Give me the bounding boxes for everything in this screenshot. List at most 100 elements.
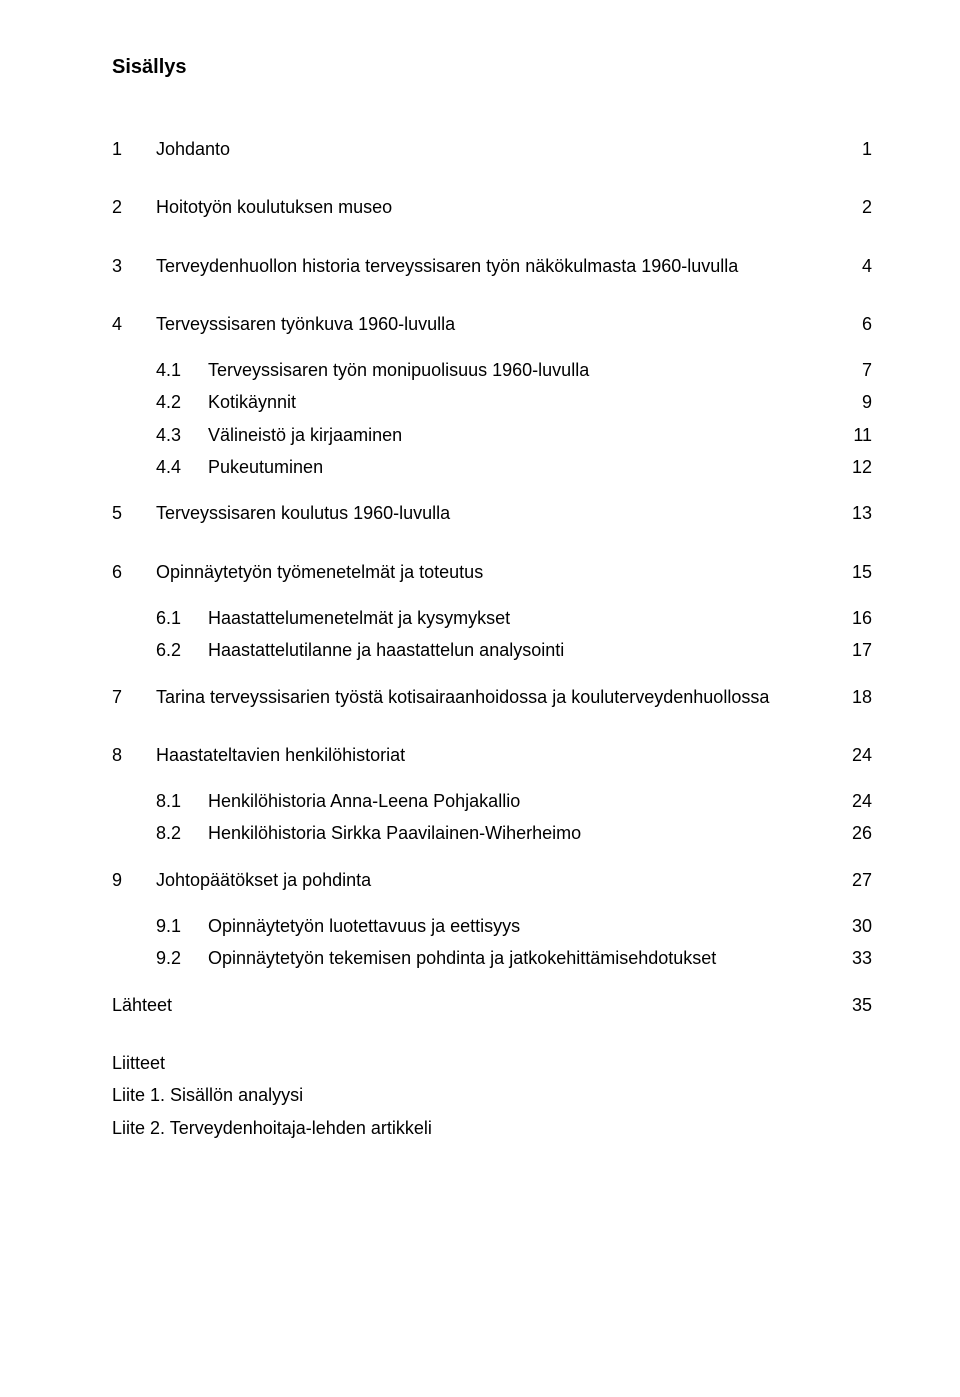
- spacer: [112, 534, 872, 560]
- entry-page: 13: [832, 501, 872, 525]
- toc-entry: 2Hoitotyön koulutuksen museo2: [112, 195, 872, 219]
- entry-text: Terveyssisaren työn monipuolisuus 1960-l…: [208, 358, 832, 382]
- entry-number: 8: [112, 743, 156, 767]
- entry-text: Pukeutuminen: [208, 455, 832, 479]
- spacer: [112, 228, 872, 254]
- entry-number: 8.1: [156, 789, 208, 813]
- entry-text: Liite 2. Terveydenhoitaja-lehden artikke…: [112, 1116, 832, 1140]
- entry-page: 35: [832, 993, 872, 1017]
- toc-subentry: 4.1Terveyssisaren työn monipuolisuus 196…: [112, 358, 872, 382]
- entry-text: Opinnäytetyön luotettavuus ja eettisyys: [208, 914, 832, 938]
- spacer: [112, 286, 872, 312]
- entry-text: Liitteet: [112, 1051, 832, 1075]
- entry-page: 9: [832, 390, 872, 414]
- entry-number: 4.4: [156, 455, 208, 479]
- toc-entry: 1Johdanto1: [112, 137, 872, 161]
- spacer: [112, 1025, 872, 1051]
- entry-page: 24: [832, 789, 872, 813]
- toc-subentry: 9.2Opinnäytetyön tekemisen pohdinta ja j…: [112, 946, 872, 970]
- entry-page: 33: [832, 946, 872, 970]
- entry-number: 6.2: [156, 638, 208, 662]
- entry-text: Välineistö ja kirjaaminen: [208, 423, 832, 447]
- toc-entry: 9Johtopäätökset ja pohdinta27: [112, 868, 872, 892]
- entry-text: Henkilöhistoria Anna-Leena Pohjakallio: [208, 789, 832, 813]
- entry-text: Tarina terveyssisarien työstä kotisairaa…: [156, 685, 832, 709]
- toc-entry: 4Terveyssisaren työnkuva 1960-luvulla6: [112, 312, 872, 336]
- entry-page: 16: [832, 606, 872, 630]
- entry-text: Haastattelutilanne ja haastattelun analy…: [208, 638, 832, 662]
- toc-entry: 5Terveyssisaren koulutus 1960-luvulla13: [112, 501, 872, 525]
- entry-page: 4: [832, 254, 872, 278]
- toc-entry: Liite 2. Terveydenhoitaja-lehden artikke…: [112, 1116, 872, 1140]
- entry-text: Opinnäytetyön tekemisen pohdinta ja jatk…: [208, 946, 832, 970]
- entry-text: Lähteet: [112, 993, 832, 1017]
- spacer: [112, 487, 872, 501]
- entry-page: 11: [832, 423, 872, 447]
- entry-number: 9.1: [156, 914, 208, 938]
- entry-text: Haastattelumenetelmät ja kysymykset: [208, 606, 832, 630]
- spacer: [112, 854, 872, 868]
- toc-subentry: 9.1Opinnäytetyön luotettavuus ja eettisy…: [112, 914, 872, 938]
- entry-number: 4: [112, 312, 156, 336]
- entry-number: 6: [112, 560, 156, 584]
- spacer: [112, 671, 872, 685]
- toc-entry: 7Tarina terveyssisarien työstä kotisaira…: [112, 685, 872, 709]
- spacer: [112, 717, 872, 743]
- toc-subentry: 4.2Kotikäynnit9: [112, 390, 872, 414]
- entry-number: 7: [112, 685, 156, 709]
- toc-entry: 6Opinnäytetyön työmenetelmät ja toteutus…: [112, 560, 872, 584]
- entry-text: Hoitotyön koulutuksen museo: [156, 195, 832, 219]
- entry-page: 18: [832, 685, 872, 709]
- entry-text: Opinnäytetyön työmenetelmät ja toteutus: [156, 560, 832, 584]
- entry-page: 30: [832, 914, 872, 938]
- toc-entry: Liitteet: [112, 1051, 872, 1075]
- toc-entry: 3Terveydenhuollon historia terveyssisare…: [112, 254, 872, 278]
- entry-text: Johdanto: [156, 137, 832, 161]
- spacer: [112, 169, 872, 195]
- entry-text: Kotikäynnit: [208, 390, 832, 414]
- spacer: [112, 344, 872, 358]
- toc-subentry: 8.2Henkilöhistoria Sirkka Paavilainen-Wi…: [112, 821, 872, 845]
- entry-number: 8.2: [156, 821, 208, 845]
- entry-number: 2: [112, 195, 156, 219]
- toc-entry: Liite 1. Sisällön analyysi: [112, 1083, 872, 1107]
- entry-number: 4.3: [156, 423, 208, 447]
- entry-number: 5: [112, 501, 156, 525]
- entry-number: 6.1: [156, 606, 208, 630]
- entry-number: 9.2: [156, 946, 208, 970]
- entry-text: Terveydenhuollon historia terveyssisaren…: [156, 254, 832, 278]
- toc-subentry: 4.3Välineistö ja kirjaaminen11: [112, 423, 872, 447]
- spacer: [112, 979, 872, 993]
- entry-text: Johtopäätökset ja pohdinta: [156, 868, 832, 892]
- entry-page: 26: [832, 821, 872, 845]
- toc-entry: Lähteet35: [112, 993, 872, 1017]
- page-title: Sisällys: [112, 56, 872, 79]
- entry-page: 15: [832, 560, 872, 584]
- entry-number: 9: [112, 868, 156, 892]
- entry-page: 12: [832, 455, 872, 479]
- spacer: [112, 592, 872, 606]
- entry-page: 24: [832, 743, 872, 767]
- toc-subentry: 6.2Haastattelutilanne ja haastattelun an…: [112, 638, 872, 662]
- entry-number: 4.2: [156, 390, 208, 414]
- spacer: [112, 775, 872, 789]
- entry-page: 7: [832, 358, 872, 382]
- entry-text: Haastateltavien henkilöhistoriat: [156, 743, 832, 767]
- entry-page: 27: [832, 868, 872, 892]
- entry-text: Henkilöhistoria Sirkka Paavilainen-Wiher…: [208, 821, 832, 845]
- entry-page: 2: [832, 195, 872, 219]
- entry-text: Liite 1. Sisällön analyysi: [112, 1083, 832, 1107]
- entry-page: 1: [832, 137, 872, 161]
- entry-number: 4.1: [156, 358, 208, 382]
- entry-text: Terveyssisaren koulutus 1960-luvulla: [156, 501, 832, 525]
- entry-page: 17: [832, 638, 872, 662]
- entry-number: 1: [112, 137, 156, 161]
- toc-subentry: 4.4Pukeutuminen12: [112, 455, 872, 479]
- toc-entry: 8Haastateltavien henkilöhistoriat24: [112, 743, 872, 767]
- table-of-contents: 1Johdanto12Hoitotyön koulutuksen museo23…: [112, 137, 872, 1140]
- toc-subentry: 6.1Haastattelumenetelmät ja kysymykset16: [112, 606, 872, 630]
- entry-number: 3: [112, 254, 156, 278]
- spacer: [112, 900, 872, 914]
- toc-subentry: 8.1Henkilöhistoria Anna-Leena Pohjakalli…: [112, 789, 872, 813]
- entry-text: Terveyssisaren työnkuva 1960-luvulla: [156, 312, 832, 336]
